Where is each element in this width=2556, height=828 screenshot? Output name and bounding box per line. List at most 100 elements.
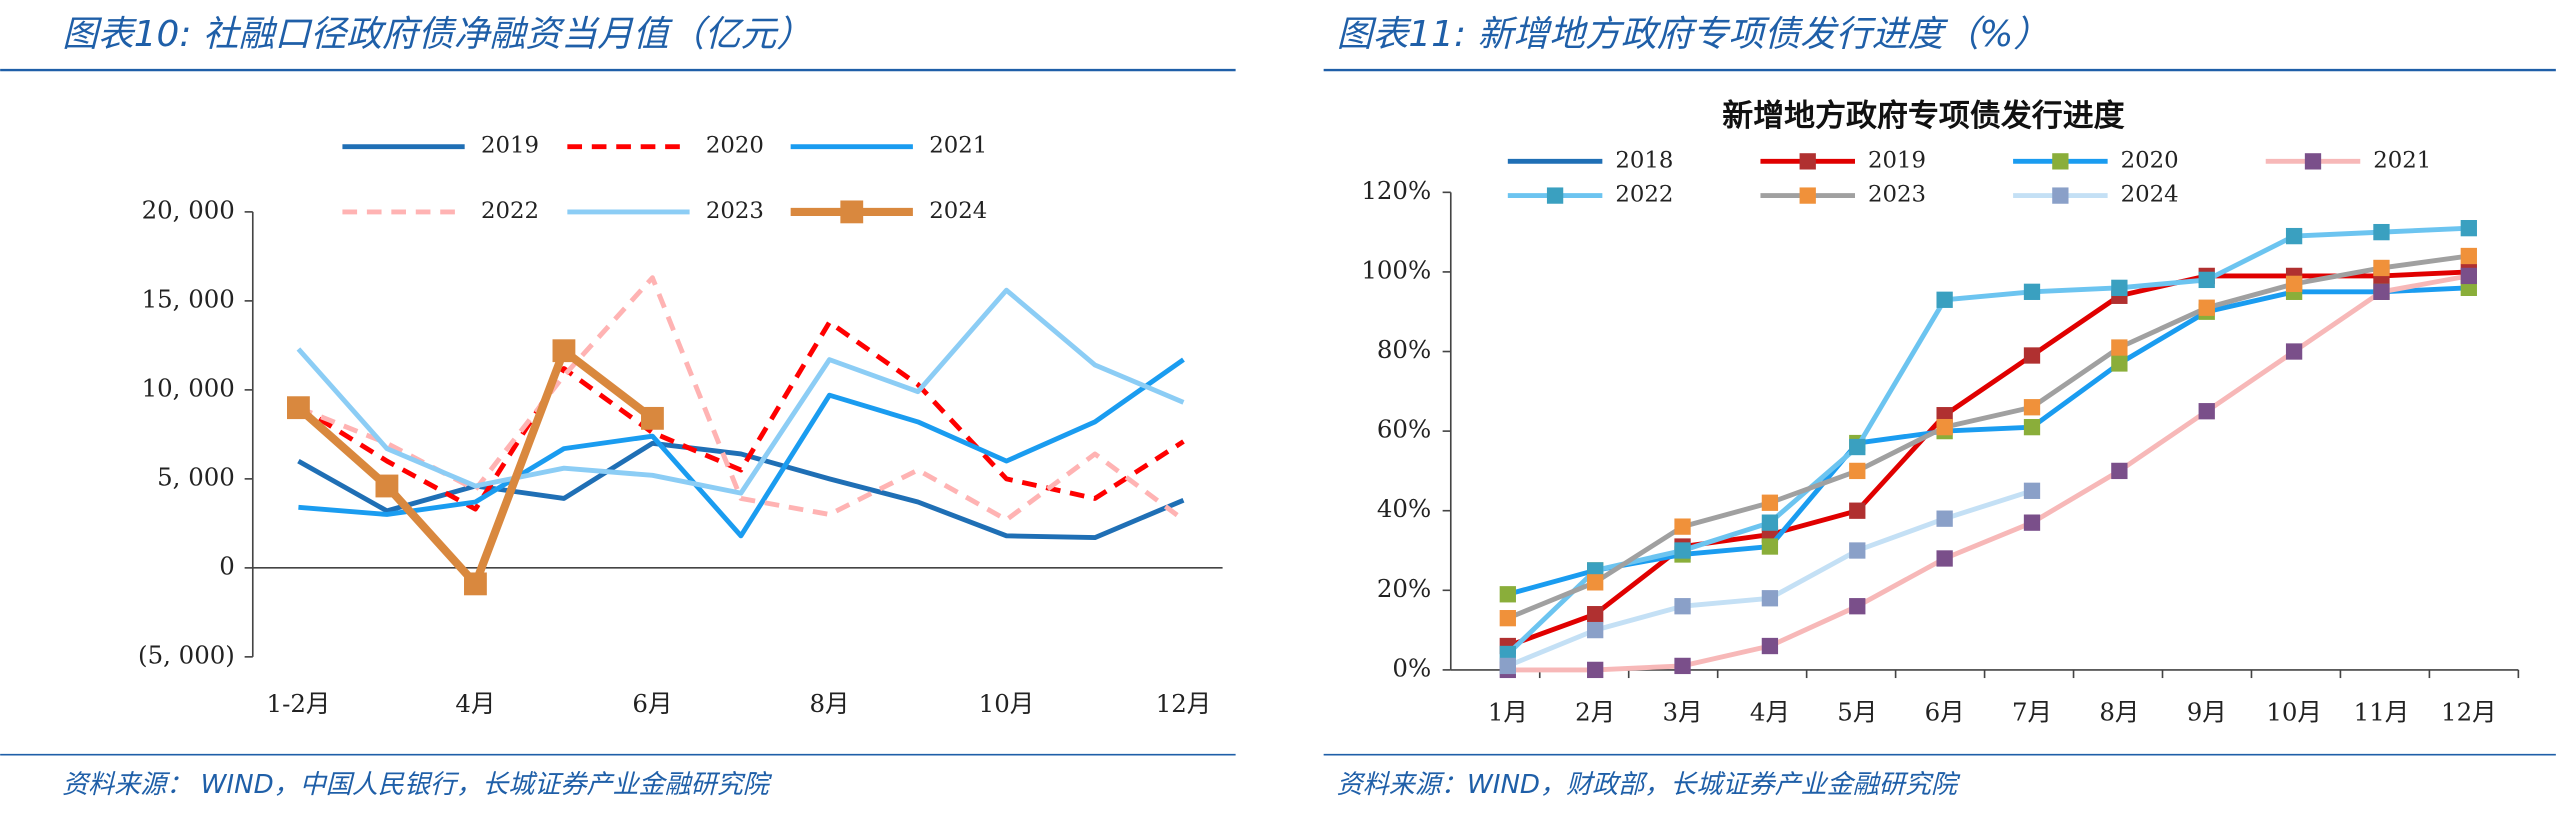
point-marker	[1849, 462, 1866, 480]
point-marker	[1849, 502, 1866, 519]
legend-label: 2023	[706, 198, 764, 224]
legend-marker	[2052, 187, 2069, 204]
point-marker	[2285, 343, 2303, 360]
series-line	[1506, 253, 2470, 621]
legend-label: 2022	[481, 198, 539, 224]
point-marker	[1674, 542, 1691, 559]
point-marker	[2373, 223, 2390, 241]
y-tick-label: (5, 000)	[138, 640, 235, 669]
point-marker	[1499, 610, 1516, 627]
point-marker	[1761, 590, 1779, 607]
y-tick-label: 20, 000	[142, 195, 235, 224]
legend-marker	[1799, 187, 1816, 204]
y-tick-label: 5, 000	[157, 462, 235, 491]
x-tick-label: 10月	[979, 689, 1035, 718]
y-tick-label: 120%	[1361, 176, 1431, 205]
legend-label: 2018	[1615, 147, 1673, 173]
point-marker	[1849, 438, 1866, 456]
x-tick-label: 3月	[1663, 697, 1703, 726]
point-marker	[2373, 259, 2390, 277]
point-marker	[2373, 283, 2390, 300]
legend-marker	[2052, 153, 2069, 170]
point-marker	[1761, 637, 1779, 655]
point-marker	[2023, 283, 2041, 300]
x-tick-label: 12月	[2441, 697, 2497, 726]
x-tick-label: 1月	[1488, 697, 1528, 726]
legend-label: 2020	[706, 133, 764, 159]
y-tick-label: 60%	[1377, 415, 1431, 444]
point-marker	[2460, 247, 2477, 265]
y-tick-label: 40%	[1377, 494, 1431, 523]
point-marker	[287, 396, 310, 420]
legend-marker	[1799, 153, 1816, 170]
series-line	[297, 319, 1185, 512]
x-tick-label: 8月	[2099, 697, 2139, 726]
x-tick-label: 1-2月	[267, 689, 331, 718]
source-note: 资料来源： WIND，中国人民银行，长城证券产业金融研究院	[62, 770, 773, 800]
point-marker	[1761, 514, 1779, 531]
point-marker	[1761, 494, 1779, 511]
point-marker	[1499, 586, 1516, 603]
point-marker	[2023, 347, 2041, 364]
series-line	[1507, 273, 2470, 673]
y-tick-label: 80%	[1377, 335, 1431, 364]
point-marker	[2198, 403, 2215, 420]
point-marker	[1936, 291, 1953, 308]
legend-label: 2024	[929, 198, 987, 224]
legend-label: 2024	[2121, 182, 2179, 208]
x-tick-label: 6月	[1925, 697, 1965, 726]
figure-caption: 图表10: 社融口径政府债净融资当月值（亿元）	[62, 14, 812, 55]
point-marker	[2285, 227, 2303, 245]
series-line	[1507, 285, 2469, 597]
x-tick-label: 6月	[632, 689, 672, 718]
y-tick-label: 100%	[1361, 255, 1431, 284]
legend-label: 2020	[2121, 147, 2179, 173]
series-line	[1506, 225, 2469, 656]
y-tick-label: 20%	[1377, 574, 1431, 603]
legend-label: 2021	[2373, 147, 2431, 173]
figure-caption: 图表11: 新增地方政府专项债发行进度（%）	[1337, 14, 2049, 55]
point-marker	[1936, 510, 1953, 527]
point-marker	[2111, 355, 2128, 372]
point-marker	[1587, 661, 1604, 679]
point-marker	[2111, 279, 2128, 296]
legend-label: 2023	[1868, 182, 1926, 208]
x-tick-label: 12月	[1156, 689, 1212, 718]
point-marker	[1849, 542, 1866, 559]
legend-marker	[2304, 153, 2322, 170]
point-marker	[2198, 271, 2215, 289]
legend-label: 2022	[1615, 182, 1673, 208]
y-tick-label: 15, 000	[142, 284, 235, 313]
x-tick-label: 4月	[455, 689, 495, 718]
point-marker	[464, 572, 487, 596]
point-marker	[641, 406, 664, 430]
point-marker	[2460, 267, 2477, 285]
legend-marker	[1546, 187, 1564, 204]
point-marker	[2111, 339, 2128, 356]
legend-label: 2021	[929, 133, 987, 159]
y-tick-label: 0	[219, 551, 235, 580]
series-line	[298, 357, 1185, 539]
point-marker	[1587, 606, 1604, 623]
point-marker	[2285, 275, 2303, 293]
y-tick-label: 10, 000	[142, 373, 235, 402]
x-tick-label: 8月	[809, 689, 849, 718]
series-line	[296, 287, 1185, 496]
point-marker	[1674, 657, 1691, 675]
legend-label: 2019	[1868, 147, 1926, 173]
point-marker	[1499, 657, 1516, 675]
point-marker	[1761, 538, 1779, 555]
point-marker	[552, 339, 576, 363]
y-tick-label: 0%	[1392, 653, 1431, 682]
point-marker	[1674, 598, 1691, 615]
x-tick-label: 10月	[2266, 697, 2322, 726]
point-marker	[1674, 518, 1691, 535]
legend-marker	[840, 200, 864, 224]
point-marker	[2023, 514, 2041, 531]
point-marker	[2198, 299, 2215, 316]
point-marker	[2023, 482, 2041, 499]
point-marker	[1587, 621, 1604, 639]
x-tick-label: 2月	[1575, 697, 1615, 726]
x-tick-label: 5月	[1837, 697, 1877, 726]
